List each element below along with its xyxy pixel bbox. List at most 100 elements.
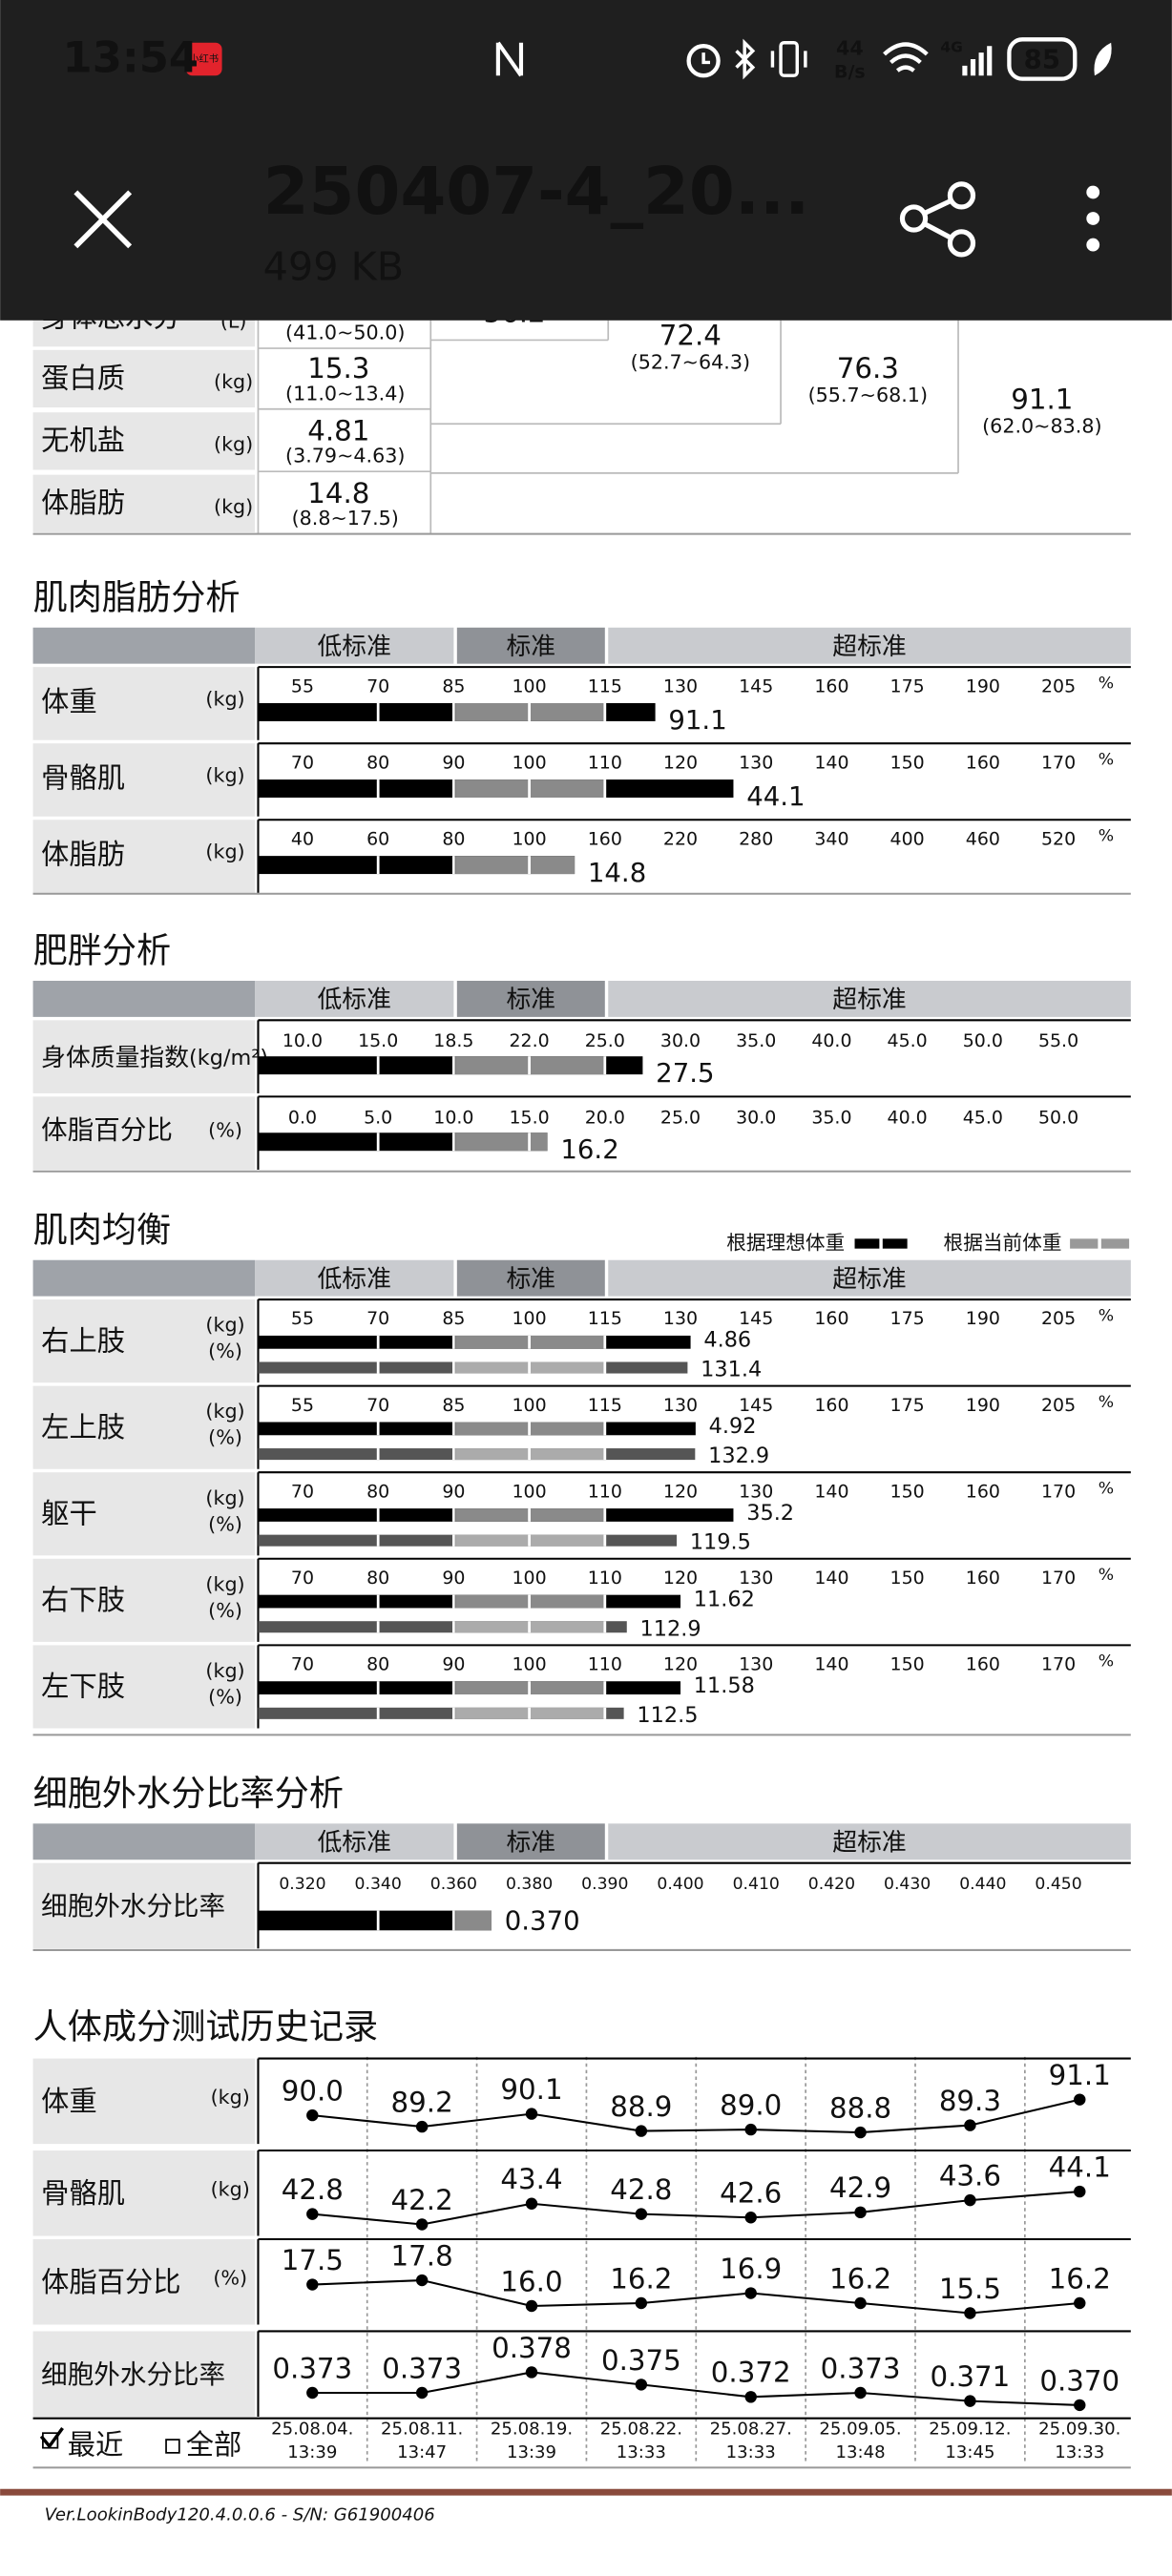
point-label: 89.0 — [720, 2088, 782, 2121]
scale-tick-label: 70 — [291, 1654, 314, 1675]
band-label: 超标准 — [832, 1265, 906, 1294]
report: 身体总水分(L)(41.0~50.0)蛋白质(kg)15.3(11.0~13.4… — [0, 289, 1172, 2524]
scale-tick-label: 0.380 — [506, 1875, 553, 1894]
scale-tick-label: 70 — [291, 1568, 314, 1589]
bar-value: 11.58 — [694, 1673, 755, 1698]
test-time: 13:33 — [617, 2442, 666, 2462]
bar-segment-gap — [452, 1910, 455, 1931]
share-node — [947, 229, 976, 258]
scale-tick-label: 90 — [442, 1654, 465, 1675]
page-edge-band — [0, 2488, 1172, 2496]
band-label: 低标准 — [317, 986, 390, 1014]
bar-segment-gap — [376, 1448, 380, 1461]
trend-point — [635, 2379, 648, 2391]
scale-tick-label: 100 — [513, 1654, 547, 1675]
scale-tick-label: 30.0 — [660, 1030, 701, 1051]
row-label-cell — [32, 1645, 256, 1729]
trend-line — [312, 2279, 1080, 2315]
trend-point — [854, 2206, 867, 2219]
point-label: 42.8 — [282, 2173, 344, 2206]
band-label: 标准 — [507, 1829, 556, 1858]
bar-segment-gap — [452, 1056, 455, 1075]
row-label-cell — [32, 1385, 256, 1469]
menu-dot — [1086, 212, 1100, 225]
point-label: 89.2 — [391, 2086, 453, 2118]
scale-tick-label: 280 — [739, 828, 773, 849]
bar-segment-gap — [528, 1056, 531, 1075]
more-menu-button[interactable] — [1086, 185, 1100, 252]
share-node — [899, 204, 929, 233]
scale-tick-label: 35.0 — [736, 1030, 776, 1051]
bar-value: 91.1 — [668, 705, 726, 736]
scale-tick-label: 110 — [588, 1568, 622, 1589]
row-label-cell — [32, 1020, 256, 1093]
scale-tick-label: 85 — [442, 1395, 465, 1416]
scale-unit: % — [1099, 674, 1114, 693]
scale-tick-label: 40.0 — [811, 1030, 851, 1051]
band-header-cell — [608, 1823, 1131, 1860]
bar-segment-gap — [603, 1508, 607, 1522]
bar-value: 11.62 — [694, 1587, 755, 1611]
scale-tick-label: 520 — [1041, 828, 1076, 849]
bar-segment-gap — [376, 1910, 380, 1931]
filter-all[interactable]: 全部 — [186, 2428, 242, 2461]
scale-tick-label: 175 — [890, 1395, 925, 1416]
scale-tick-label: 55.0 — [1038, 1030, 1078, 1051]
checkbox-all — [165, 2439, 180, 2454]
scale-tick-label: 120 — [663, 1654, 698, 1675]
row-label: 左下肢 — [41, 1671, 125, 1703]
point-label: 16.2 — [610, 2262, 672, 2295]
bar-value: 112.9 — [640, 1616, 701, 1641]
bar-segment-gap — [452, 1681, 455, 1695]
row-unit: (%) — [208, 1340, 242, 1362]
bar-segment-gap — [376, 1422, 380, 1436]
test-time: 13:47 — [397, 2442, 447, 2462]
filter-recent[interactable]: 最近 — [68, 2428, 124, 2461]
bar-value: 132.9 — [708, 1444, 769, 1468]
trend-point — [744, 2212, 757, 2224]
bar-segment-gap — [603, 1594, 607, 1609]
bar-segment-gap — [603, 1448, 607, 1461]
trend-point — [635, 2125, 648, 2137]
point-label: 91.1 — [1049, 2059, 1111, 2091]
signal-icon — [962, 46, 993, 76]
row-label: 骨骼肌 — [41, 2177, 125, 2210]
scale-tick-label: 145 — [739, 1395, 773, 1416]
bar-segment-gap — [376, 1707, 380, 1719]
scale-tick-label: 70 — [366, 675, 389, 696]
scale-tick-label: 140 — [814, 1481, 848, 1502]
trend-point — [635, 2208, 648, 2220]
trend-point — [525, 2108, 538, 2120]
scale-tick-label: 115 — [588, 1395, 622, 1416]
scale-tick-label: 85 — [442, 1308, 465, 1329]
scale-tick-label: 220 — [663, 828, 698, 849]
bar-segment-gap — [452, 1422, 455, 1436]
scale-tick-label: 0.360 — [430, 1875, 477, 1894]
row-unit: (kg) — [214, 370, 253, 393]
network-type: 4G — [940, 38, 962, 55]
scale-tick-label: 90 — [442, 752, 465, 773]
row-label-cell — [32, 2150, 256, 2236]
share-button[interactable] — [899, 181, 976, 258]
point-label: 0.378 — [492, 2332, 572, 2364]
band-label: 标准 — [507, 633, 556, 661]
band-header-cell — [255, 1259, 454, 1297]
band-label: 超标准 — [832, 1829, 906, 1858]
row-value: 14.8 — [307, 477, 369, 509]
row-range: (41.0~50.0) — [285, 322, 405, 344]
vibrate-icon — [779, 41, 799, 77]
stair-value: 76.3 — [837, 352, 899, 384]
scale-tick-label: 205 — [1041, 1308, 1076, 1329]
bar-segment-gap — [452, 856, 455, 875]
scale-tick-label: 160 — [814, 675, 848, 696]
nfc-icon — [495, 41, 524, 77]
trend-point — [1074, 2296, 1086, 2310]
test-date: 25.09.05. — [819, 2420, 901, 2440]
scale-tick-label: 190 — [966, 675, 1000, 696]
section-title: 肌肉均衡 — [33, 1209, 172, 1250]
row-label: 右下肢 — [41, 1584, 125, 1616]
row-label: 右上肢 — [41, 1324, 125, 1357]
scale-tick-label: 0.390 — [581, 1875, 628, 1894]
close-button[interactable] — [73, 190, 133, 249]
band-label: 标准 — [507, 1265, 556, 1294]
